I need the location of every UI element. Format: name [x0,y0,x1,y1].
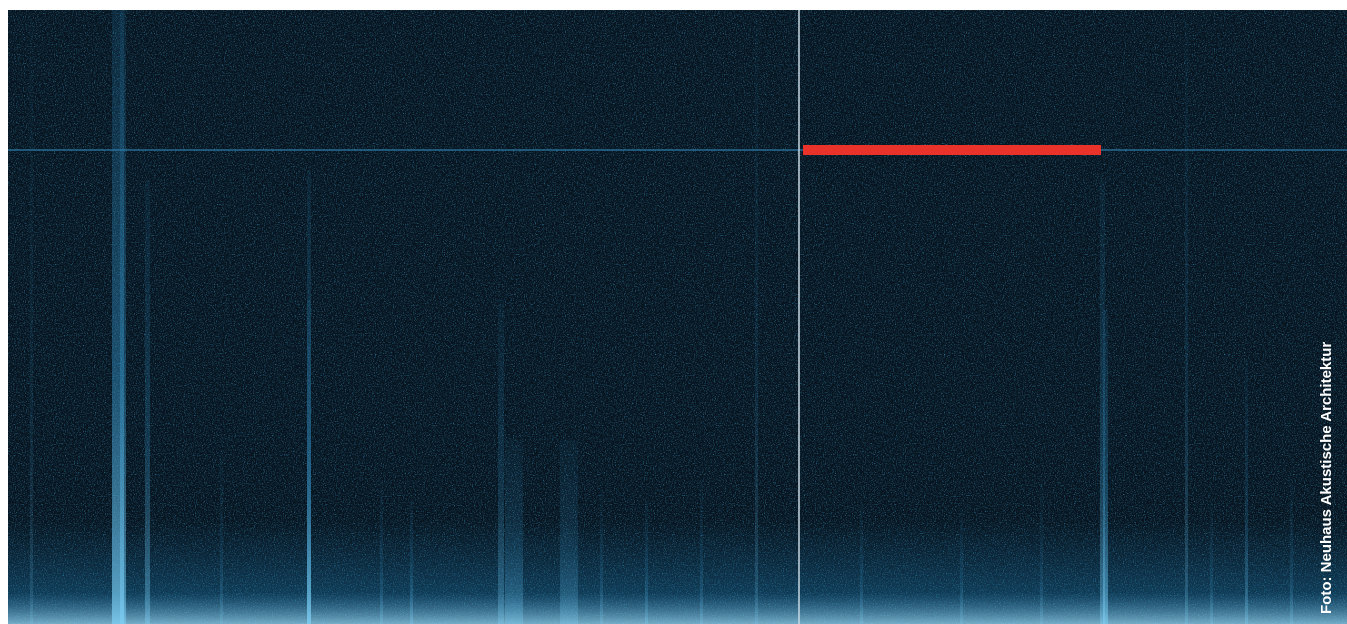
streak [1245,360,1248,624]
streak [700,480,703,624]
streak [307,300,311,624]
streak [30,20,33,624]
photo-credit: Foto: Neuhaus Akustische Architektur [1318,342,1335,614]
page: {"credit": "Foto: Neuhaus Akustische Arc… [0,0,1347,624]
streak [505,440,523,624]
streak [600,490,603,624]
streak [1103,310,1108,624]
streak [220,450,223,624]
streak [1040,480,1043,624]
spectrogram-photo: Foto: Neuhaus Akustische Architektur [0,0,1347,624]
streak [860,500,863,624]
red-marker [803,145,1101,155]
streak [1290,480,1293,624]
low-frequency-band [8,520,1347,624]
streak [560,440,578,624]
streak [410,500,413,624]
streak [1210,500,1213,624]
streak [960,510,963,624]
streak [645,500,648,624]
streak [1185,20,1188,624]
streak [145,180,150,624]
streak [120,10,126,624]
streak [380,480,383,624]
streak [755,20,758,624]
streak [498,300,504,624]
